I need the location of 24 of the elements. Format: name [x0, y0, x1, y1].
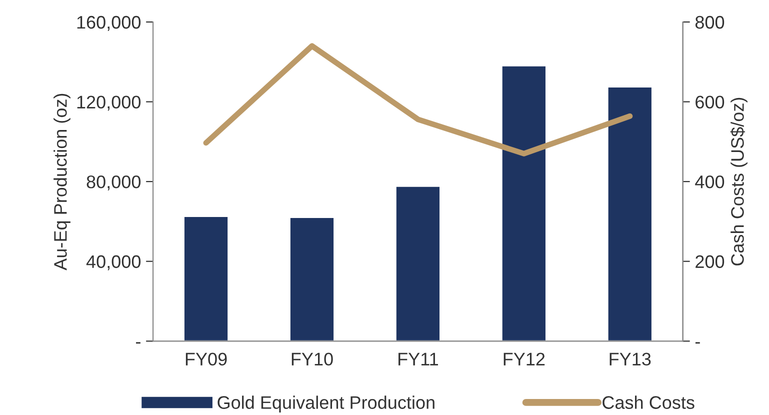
y-tick-label: 160,000 [77, 16, 141, 31]
y-tick-label: 120,000 [77, 96, 141, 111]
y2-axis-title: Cash Costs (US$/oz) [730, 98, 748, 266]
bar [395, 185, 441, 342]
bar [500, 64, 547, 342]
y2-tick-label: 600 [696, 96, 724, 108]
bar [289, 216, 335, 342]
y2-tick-label: 400 [695, 175, 724, 188]
x-tick-label: FY10 [292, 352, 333, 366]
bar [183, 216, 229, 342]
x-tick-label: FY11 [398, 352, 438, 366]
legend-label: Cash Costs [602, 396, 694, 409]
x-tick-label: FY09 [186, 352, 227, 366]
legend-label: Gold Equivalent Production [218, 396, 434, 413]
y-tick-label: 40,000 [86, 255, 141, 270]
y2-tick-label: - [695, 342, 700, 344]
y-tick-label: 80,000 [86, 175, 141, 190]
y2-tick-label: 800 [695, 16, 724, 29]
bar [606, 86, 653, 342]
y2-tick-label: 200 [696, 255, 724, 268]
x-tick-label: FY13 [610, 352, 651, 366]
x-tick-label: FY12 [504, 352, 545, 366]
y-axis-title: Au-Eq Production (oz) [54, 94, 70, 270]
y-tick-label: - [136, 342, 140, 344]
